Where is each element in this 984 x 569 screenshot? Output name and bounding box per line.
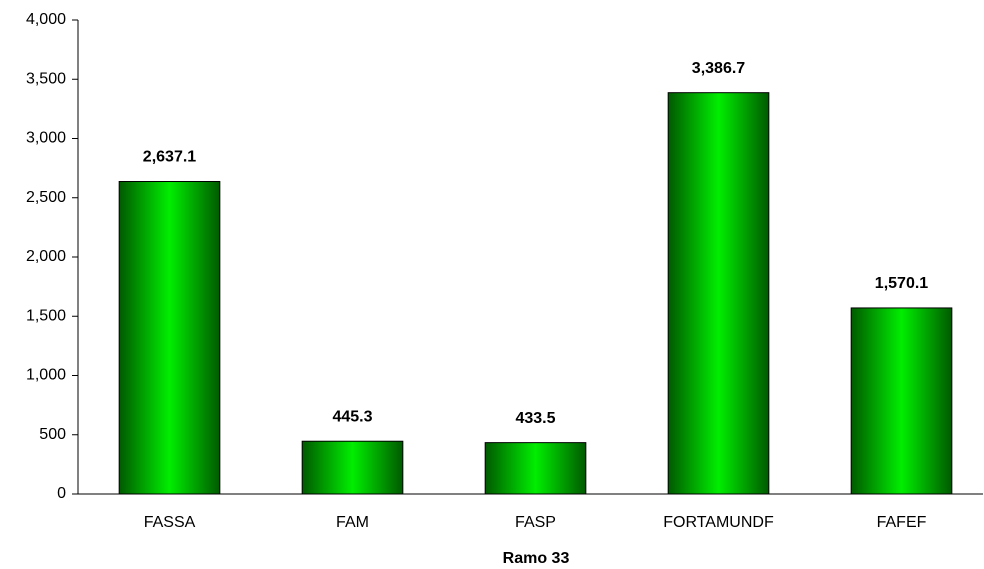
x-tick-label: FAM [336,514,369,531]
x-tick-label: FORTAMUNDF [663,514,774,531]
value-label: 2,637.1 [143,149,196,166]
y-tick-label: 0 [57,485,66,502]
bar [667,92,770,495]
y-tick-label: 3,000 [26,130,66,147]
y-tick-label: 2,500 [26,189,66,206]
value-label: 1,570.1 [875,275,928,292]
bar [118,181,221,495]
bar [301,440,404,495]
x-tick-label: FASSA [144,514,196,531]
x-axis-title: Ramo 33 [503,550,570,567]
y-tick-label: 4,000 [26,11,66,28]
bar [484,442,587,495]
y-tick-label: 3,500 [26,70,66,87]
y-tick-label: 1,500 [26,307,66,324]
x-tick-label: FASP [515,514,556,531]
y-tick-label: 1,000 [26,367,66,384]
value-label: 445.3 [332,408,372,425]
value-label: 433.5 [515,410,555,427]
x-tick-label: FAFEF [877,514,927,531]
y-tick-label: 2,000 [26,248,66,265]
value-label: 3,386.7 [692,60,745,77]
y-tick-label: 500 [39,426,66,443]
bar [850,307,953,495]
